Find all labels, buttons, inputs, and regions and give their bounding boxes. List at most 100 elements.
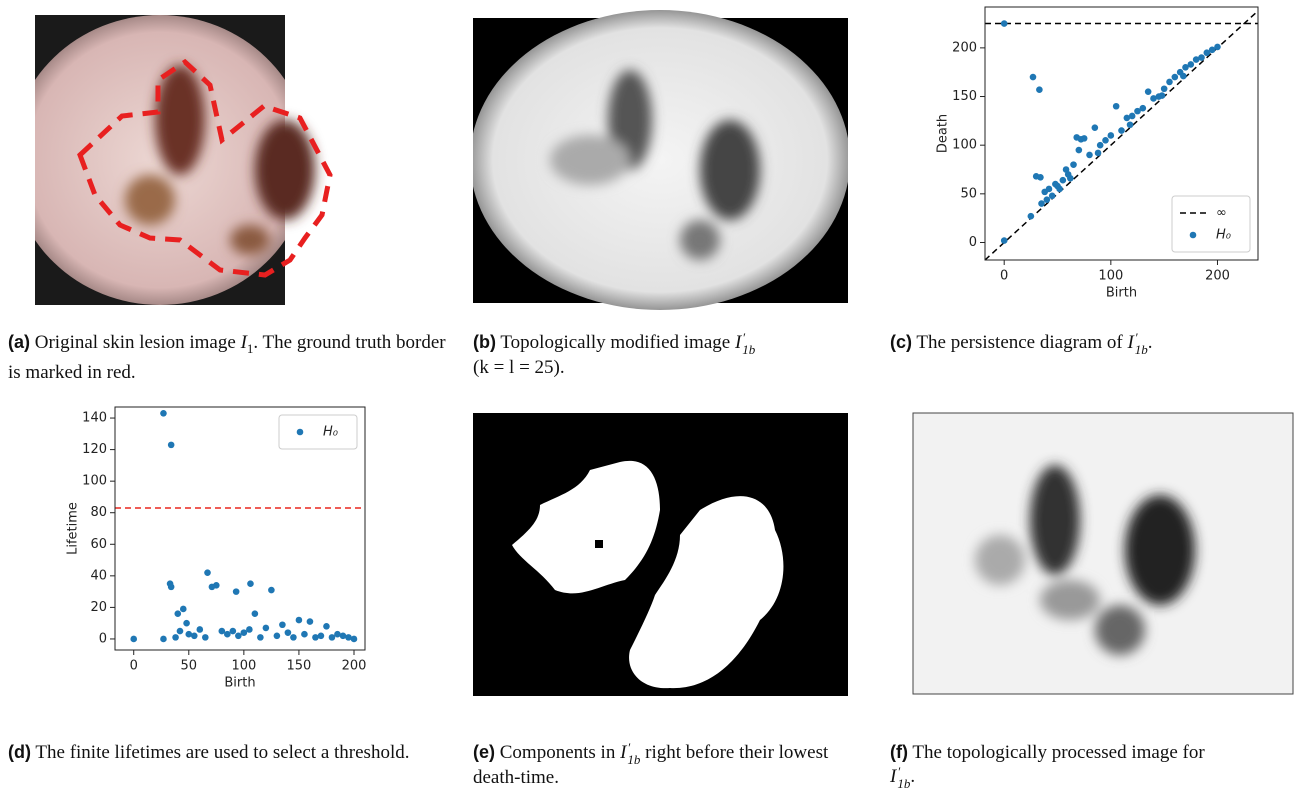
point bbox=[290, 634, 297, 641]
point bbox=[1067, 174, 1074, 182]
caption-math: ′ bbox=[897, 763, 901, 779]
point bbox=[279, 621, 286, 629]
x-axis-label: Birth bbox=[224, 676, 255, 691]
point bbox=[235, 632, 242, 640]
point bbox=[350, 635, 358, 643]
point bbox=[196, 626, 204, 633]
panel-e-image bbox=[473, 413, 848, 696]
point bbox=[204, 569, 211, 576]
caption-label: (e) bbox=[473, 742, 495, 762]
point bbox=[251, 610, 259, 618]
axes-frame bbox=[114, 406, 366, 651]
caption: (c) The persistence diagram of I ′ 1b. bbox=[890, 330, 1310, 356]
caption-math: 1 bbox=[246, 340, 254, 356]
y-tick-label: 0 bbox=[969, 235, 977, 250]
point bbox=[1036, 86, 1043, 94]
y-tick-label: 20 bbox=[90, 600, 107, 615]
y-tick-label: 100 bbox=[952, 138, 977, 153]
point bbox=[1192, 56, 1200, 63]
caption-math: 1b bbox=[742, 341, 756, 357]
legend-label: H₀ bbox=[323, 425, 339, 440]
caption-math: I bbox=[620, 742, 627, 763]
point bbox=[284, 629, 292, 636]
x-tick-label: 100 bbox=[231, 659, 256, 674]
point bbox=[130, 635, 138, 643]
caption: (a) Original skin lesion image I1. The g… bbox=[8, 330, 448, 385]
legend-label: ∞ bbox=[1216, 206, 1227, 221]
point bbox=[1048, 192, 1056, 200]
y-tick-label: 80 bbox=[90, 505, 107, 520]
caption-math: 1b bbox=[627, 751, 641, 767]
point bbox=[1043, 196, 1051, 203]
point bbox=[1000, 237, 1008, 244]
point bbox=[1070, 161, 1077, 168]
point bbox=[246, 626, 253, 633]
y-tick-label: 50 bbox=[960, 186, 977, 201]
x-axis-label: Birth bbox=[1106, 286, 1137, 301]
caption-text: . bbox=[910, 766, 916, 787]
point bbox=[160, 410, 167, 417]
point bbox=[268, 586, 275, 594]
point bbox=[1203, 49, 1211, 57]
caption-text: Original skin lesion image bbox=[34, 332, 241, 353]
point bbox=[1038, 200, 1045, 207]
point bbox=[1160, 85, 1168, 93]
point bbox=[317, 632, 325, 640]
y-tick-label: 60 bbox=[90, 537, 107, 552]
point bbox=[1134, 107, 1141, 115]
y-tick-label: 120 bbox=[82, 442, 107, 457]
point bbox=[1150, 95, 1157, 102]
point bbox=[1158, 92, 1166, 99]
caption: (f) The topologically processed image fo… bbox=[890, 740, 1310, 790]
caption: (d) The finite lifetimes are used to sel… bbox=[8, 740, 448, 765]
y-tick-label: 200 bbox=[952, 40, 977, 55]
point bbox=[240, 629, 248, 636]
caption-text: Topologically modified image bbox=[500, 332, 735, 353]
caption-text: The finite lifetimes are used to select … bbox=[35, 742, 410, 763]
axes-frame bbox=[984, 6, 1259, 261]
point bbox=[328, 634, 336, 641]
point bbox=[1214, 43, 1221, 51]
point bbox=[262, 624, 270, 632]
point bbox=[1096, 141, 1104, 149]
y-tick-label: 100 bbox=[82, 474, 107, 489]
point bbox=[1180, 72, 1187, 80]
point bbox=[1027, 212, 1035, 220]
point bbox=[1182, 64, 1189, 71]
point bbox=[334, 630, 341, 638]
point bbox=[202, 634, 209, 641]
x-tick-label: 200 bbox=[342, 659, 367, 674]
point bbox=[208, 583, 216, 591]
point bbox=[160, 635, 167, 643]
panel-a-image bbox=[0, 0, 333, 320]
point bbox=[1166, 78, 1173, 86]
x-tick-label: 0 bbox=[130, 659, 138, 674]
point bbox=[1144, 88, 1152, 95]
point bbox=[167, 441, 175, 449]
point bbox=[1198, 54, 1205, 61]
point bbox=[1000, 20, 1008, 27]
x-tick-label: 200 bbox=[1205, 269, 1230, 284]
point bbox=[312, 634, 319, 641]
caption-text: . bbox=[1147, 332, 1153, 353]
point bbox=[167, 583, 175, 591]
y-tick-label: 140 bbox=[82, 411, 107, 426]
point bbox=[1187, 61, 1195, 68]
caption-math: I bbox=[240, 332, 247, 353]
legend-swatch bbox=[296, 428, 304, 436]
x-tick-label: 0 bbox=[1000, 269, 1008, 284]
caption-math: 1b bbox=[1134, 341, 1148, 357]
caption-math: ′ bbox=[627, 739, 631, 755]
y-tick-label: 40 bbox=[90, 568, 107, 583]
point bbox=[229, 627, 237, 635]
point bbox=[1045, 185, 1053, 193]
point bbox=[1086, 151, 1093, 159]
point bbox=[1059, 176, 1067, 184]
point bbox=[1107, 132, 1115, 139]
caption-label: (c) bbox=[890, 332, 912, 352]
point bbox=[339, 632, 347, 640]
point bbox=[1128, 112, 1136, 120]
point bbox=[1037, 173, 1044, 181]
